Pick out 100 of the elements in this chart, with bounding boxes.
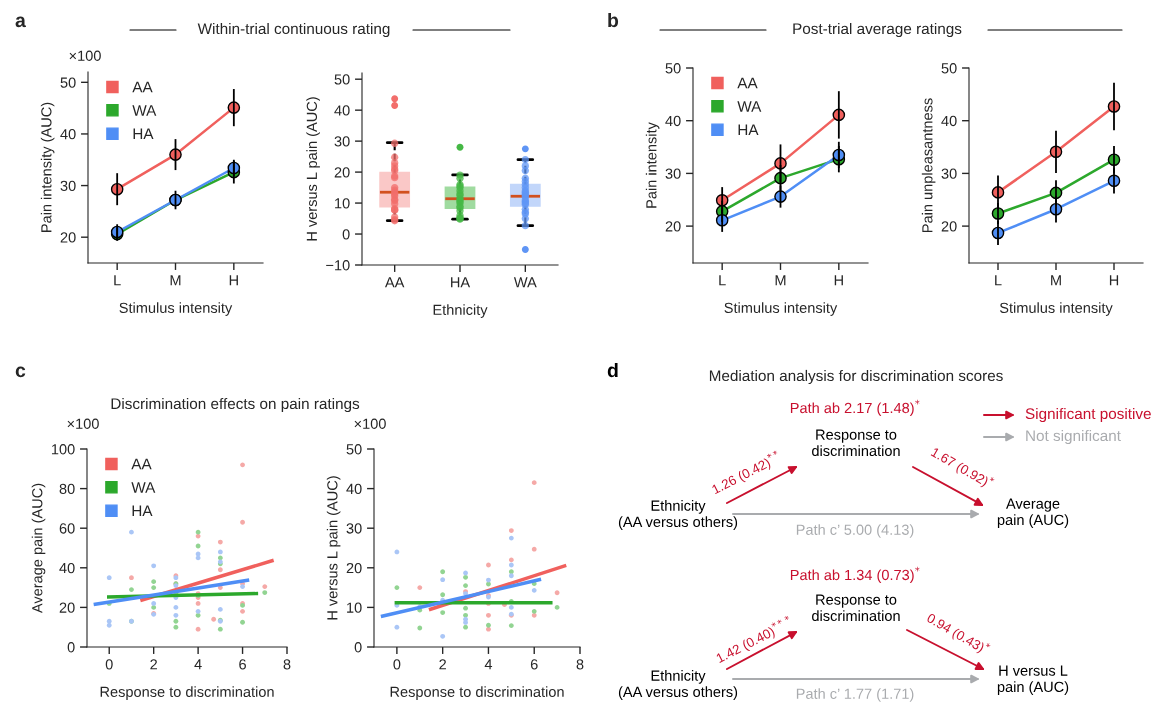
y-tick-label: 20 (334, 167, 350, 178)
y-tick-label: 40 (346, 483, 362, 495)
y-axis-title: H versus L pain (AUC) (326, 476, 341, 620)
x-axis-title: Response to discrimination (390, 686, 564, 700)
x-tick-label: WA (513, 277, 537, 288)
x-tick-label: 0 (105, 659, 113, 670)
y-tick-label: 50 (346, 444, 362, 455)
x-tick-label: 8 (283, 659, 291, 670)
text: Path c’ 5.00 (4.13) (796, 524, 914, 538)
chart-title: Discrimination effects on pain ratings (111, 397, 360, 413)
text: Average pain (AUC) (997, 498, 1069, 528)
text: Path ab 1.34 (0.73)$^{*}$ (790, 566, 920, 584)
y-axis-title: Pain unpleasantness (921, 98, 936, 232)
y-tick-label: 50 (941, 63, 957, 74)
chart-title: Within-trial continuous rating (197, 22, 390, 38)
y-tick-label: 0 (67, 642, 75, 653)
y-tick-label: 20 (665, 221, 681, 232)
y-tick-label: 0 (342, 229, 350, 240)
y-tick-label: 20 (941, 221, 957, 232)
y-tick-label: 40 (334, 105, 350, 116)
text: 0.94 (0.43)$^{*}$ (924, 610, 991, 658)
y-tick-label: 40 (941, 115, 957, 127)
legend-label: HA (132, 505, 153, 517)
text: ×100 (354, 418, 386, 429)
x-tick-label: HA (451, 277, 471, 288)
text: Not significant (1026, 429, 1121, 445)
text: c (15, 366, 26, 378)
text: 1.42 (0.40)$^{***}$ (714, 615, 795, 666)
y-axis-title: H versus L pain (AUC) (306, 97, 320, 241)
text: Significant positive (1025, 407, 1151, 423)
y-tick-label: 30 (60, 180, 76, 191)
y-tick-label: 10 (335, 198, 350, 209)
x-tick-label: 0 (393, 659, 401, 670)
y-axis-title: Average pain (AUC) (31, 483, 46, 614)
y-tick-label: 100 (51, 444, 75, 455)
x-axis-title: Ethnicity (433, 304, 488, 318)
x-tick-label: M (1051, 275, 1061, 286)
y-tick-label: 30 (665, 168, 681, 179)
y-tick-label: 30 (334, 136, 350, 147)
x-tick-label: 4 (194, 659, 202, 670)
x-tick-label: H (229, 275, 238, 286)
y-tick-label: 0 (354, 642, 362, 653)
text: Ethnicity (AA versus others) (618, 500, 738, 530)
x-tick-label: 6 (239, 659, 246, 670)
text: 1.26 (0.42)$^{**}$ (710, 450, 783, 497)
legend-label: WA (131, 482, 156, 493)
x-tick-label: M (170, 275, 181, 286)
x-tick-label: 6 (530, 659, 538, 670)
legend-label: HA (133, 128, 154, 140)
y-tick-label: −10 (326, 260, 350, 271)
text: a (15, 16, 26, 28)
legend-label: WA (132, 105, 157, 116)
x-axis-title: Stimulus intensity (999, 302, 1113, 316)
x-tick-label: L (719, 275, 726, 286)
y-tick-label: 50 (665, 63, 681, 74)
x-tick-label: L (995, 275, 1002, 286)
x-axis-title: Response to discrimination (100, 686, 274, 700)
text: d (607, 362, 618, 378)
y-tick-label: 30 (941, 168, 957, 179)
x-axis-title: Stimulus intensity (119, 302, 233, 316)
y-tick-label: 10 (347, 602, 362, 613)
x-tick-label: 2 (150, 659, 157, 670)
x-tick-label: 8 (576, 659, 584, 670)
x-tick-label: H (1109, 275, 1119, 286)
y-tick-label: 40 (59, 562, 75, 574)
legend-label: WA (737, 101, 762, 112)
x-tick-label: H (834, 275, 843, 286)
legend-label: AA (737, 77, 758, 89)
y-tick-label: 60 (59, 523, 75, 534)
text: Response to discrimination (812, 429, 900, 457)
x-tick-label: M (775, 275, 786, 286)
text: 1.67 (0.92)$^{*}$ (929, 444, 995, 492)
legend-label: AA (132, 81, 153, 93)
text: b (608, 12, 619, 28)
x-tick-label: 4 (484, 659, 493, 670)
y-tick-label: 80 (59, 483, 75, 495)
text: Path c’ 1.77 (1.71) (796, 688, 914, 702)
y-tick-label: 20 (60, 232, 76, 243)
text: Ethnicity (AA versus others) (618, 670, 738, 700)
text: Path ab 2.17 (1.48)$^{*}$ (790, 399, 920, 417)
y-tick-label: 20 (346, 562, 362, 574)
x-tick-label: 2 (439, 659, 446, 670)
chart-title: Post-trial average ratings (793, 22, 962, 38)
y-tick-label: 40 (60, 129, 76, 140)
y-tick-label: 40 (665, 115, 681, 127)
y-tick-label: 30 (346, 523, 362, 534)
y-tick-label: 20 (59, 602, 75, 613)
text: Response to discrimination (812, 594, 900, 622)
x-tick-label: L (114, 275, 121, 286)
y-axis-title: Pain intensity (645, 122, 660, 208)
y-tick-label: 50 (60, 77, 76, 88)
legend-label: HA (738, 124, 759, 136)
x-axis-title: Stimulus intensity (724, 302, 838, 316)
x-tick-label: AA (384, 277, 405, 288)
y-axis-title: Pain intensity (AUC) (40, 102, 55, 232)
text: ×100 (67, 418, 99, 429)
text: Mediation analysis for discrimination scores (709, 369, 1003, 385)
text: H versus L pain (AUC) (997, 665, 1069, 695)
text: ×100 (69, 50, 101, 61)
legend-label: AA (131, 458, 152, 470)
